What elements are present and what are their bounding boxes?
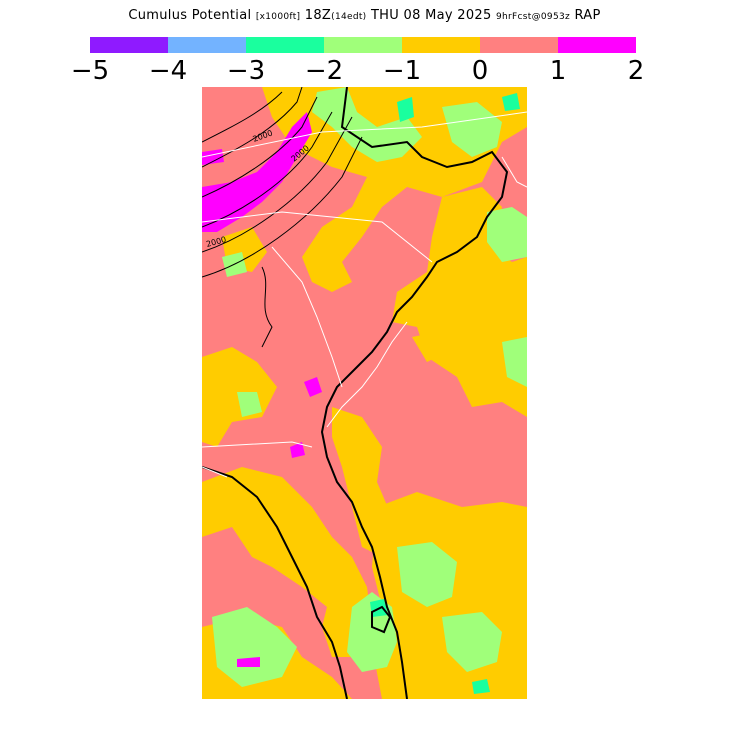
color-scale-segment (90, 37, 168, 53)
field-minus3-spot (502, 93, 520, 111)
color-scale-segment (246, 37, 324, 53)
field-plus1-region (290, 442, 305, 458)
field-minus2-region (502, 337, 527, 387)
field-minus1-region (412, 332, 447, 362)
coastline (371, 605, 392, 634)
title-valid: 18Z (304, 8, 332, 23)
color-scale-ticks: −5 −4 −3 −2 −1 0 1 2 (0, 57, 729, 87)
field-minus2-region (442, 612, 502, 672)
color-scale-tick-label: −2 (304, 56, 344, 86)
color-scale-tick-label: 1 (549, 56, 567, 86)
field-plus1-region (237, 657, 260, 667)
title-local: (14edt) (331, 12, 367, 22)
map-title: Cumulus Potential [x1000ft] 18Z(14edt) T… (0, 8, 729, 28)
title-units: [x1000ft] (255, 12, 301, 22)
title-date: THU 08 May 2025 (370, 8, 492, 23)
color-scale-tick-label: 0 (471, 56, 489, 86)
color-scale-segment (168, 37, 246, 53)
field-plus1-region (202, 149, 224, 165)
coastline (320, 87, 509, 699)
color-scale-tick-label: −3 (226, 56, 266, 86)
title-model: RAP (574, 8, 601, 23)
color-scale-tick-label: −1 (382, 56, 422, 86)
map-svg: 2000 2000 2000 (202, 87, 527, 699)
color-scale-tick-label: −4 (148, 56, 188, 86)
field-plus1-region (304, 377, 322, 397)
field-minus1-region (202, 467, 372, 657)
color-scale-tick-label: 2 (627, 56, 645, 86)
title-main: Cumulus Potential (128, 8, 252, 23)
field-minus3-spot (472, 679, 490, 694)
color-scale-segment (402, 37, 480, 53)
color-scale-tick-label: −5 (70, 56, 110, 86)
coastline (202, 466, 348, 699)
state-borders (202, 111, 527, 478)
field-minus2-region (212, 607, 297, 687)
field-minus1-region (392, 187, 527, 417)
color-scale-segment (324, 37, 402, 53)
forecast-map: 2000 2000 2000 (202, 87, 527, 699)
field-minus3-spot (397, 97, 414, 122)
title-forecast: 9hrFcst@0953z (496, 12, 571, 22)
color-scale-bar (90, 37, 636, 53)
color-scale-segment (558, 37, 636, 53)
field-plus1-region (202, 112, 312, 232)
field-minus2-region (397, 542, 457, 607)
field-minus2-region (442, 102, 502, 157)
color-scale-segment (480, 37, 558, 53)
field-minus2-region (237, 392, 262, 417)
field-minus2-region (487, 207, 527, 262)
